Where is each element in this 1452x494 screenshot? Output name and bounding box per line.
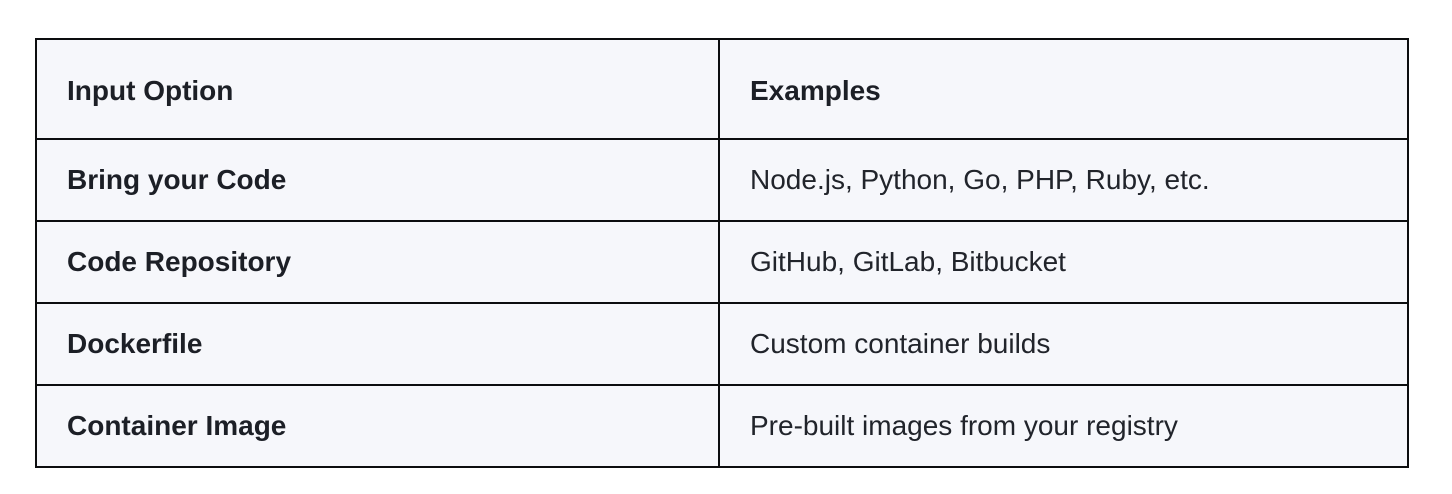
- table-body: Bring your Code Node.js, Python, Go, PHP…: [35, 138, 1409, 468]
- input-options-table: Input Option Examples Bring your Code No…: [35, 38, 1409, 468]
- examples-cell-container-image: Pre-built images from your registry: [718, 384, 1409, 468]
- header-row: Input Option Examples: [35, 38, 1409, 140]
- option-cell-code-repository: Code Repository: [35, 220, 720, 304]
- option-cell-dockerfile: Dockerfile: [35, 302, 720, 386]
- table-row: Bring your Code Node.js, Python, Go, PHP…: [35, 138, 1409, 222]
- examples-cell-code-repository: GitHub, GitLab, Bitbucket: [718, 220, 1409, 304]
- examples-cell-bring-your-code: Node.js, Python, Go, PHP, Ruby, etc.: [718, 138, 1409, 222]
- examples-cell-dockerfile: Custom container builds: [718, 302, 1409, 386]
- table-row: Container Image Pre-built images from yo…: [35, 384, 1409, 468]
- header-examples: Examples: [718, 38, 1409, 140]
- option-cell-container-image: Container Image: [35, 384, 720, 468]
- option-cell-bring-your-code: Bring your Code: [35, 138, 720, 222]
- header-input-option: Input Option: [35, 38, 720, 140]
- table-row: Code Repository GitHub, GitLab, Bitbucke…: [35, 220, 1409, 304]
- table-header: Input Option Examples: [35, 38, 1409, 140]
- input-options-table-container: Input Option Examples Bring your Code No…: [35, 38, 1409, 468]
- table-row: Dockerfile Custom container builds: [35, 302, 1409, 386]
